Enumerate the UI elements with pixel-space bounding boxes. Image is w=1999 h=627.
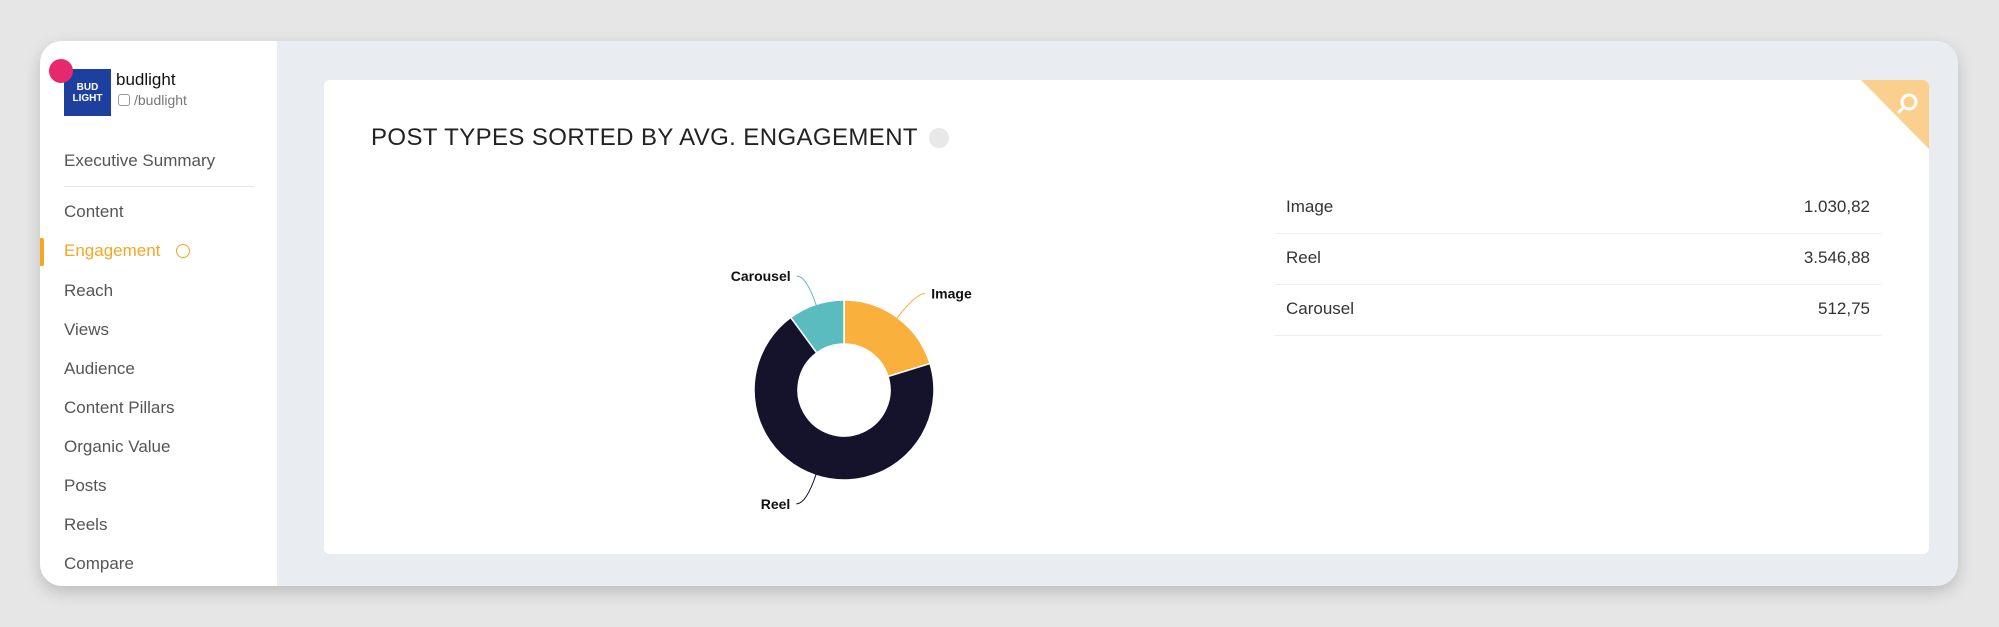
search-icon-handle	[1896, 105, 1906, 115]
sidebar: BUD LIGHT budlight /budlight Executive S…	[40, 41, 277, 586]
table-row: Reel 3.546,88	[1275, 233, 1881, 285]
nav-item[interactable]: Content Pillars	[64, 398, 175, 417]
search-icon	[1900, 93, 1918, 111]
leader-line	[796, 275, 818, 307]
help-icon	[176, 244, 190, 258]
app-window: BUD LIGHT budlight /budlight Executive S…	[40, 41, 1958, 586]
row-value: 512,75	[1818, 299, 1870, 318]
row-label: Image	[1286, 197, 1334, 216]
leader-line	[796, 473, 817, 505]
profile-handle: /budlight	[134, 92, 187, 108]
segment-label: Image	[931, 285, 972, 301]
nav-item[interactable]: Views	[64, 320, 110, 339]
nav-item[interactable]: Audience	[64, 359, 135, 378]
donut-segment	[753, 316, 935, 481]
active-indicator	[40, 238, 44, 266]
logo: BUD LIGHT	[64, 69, 111, 116]
nav-item[interactable]: Posts	[64, 476, 107, 495]
leader-line	[895, 292, 926, 320]
nav-item[interactable]: Content	[64, 202, 124, 221]
instagram-badge	[49, 59, 73, 83]
handle-icon	[118, 94, 130, 106]
nav-item[interactable]: Organic Value	[64, 437, 171, 456]
nav-item[interactable]: Compare	[64, 554, 134, 573]
donut-segment	[843, 299, 931, 378]
segment-label: Carousel	[731, 268, 791, 284]
row-value: 1.030,82	[1803, 197, 1870, 216]
chart-title: POST TYPES SORTED BY AVG. ENGAGEMENT	[371, 124, 918, 151]
nav-item[interactable]: Executive Summary	[64, 151, 216, 170]
nav-item[interactable]: Reels	[64, 515, 108, 534]
nav-item[interactable]: Reach	[64, 281, 114, 300]
donut-segment	[789, 299, 845, 354]
table-row: Image 1.030,82	[1275, 182, 1881, 234]
profile-name: budlight	[116, 70, 176, 89]
segment-label: Reel	[761, 496, 791, 512]
nav-item[interactable]: Engagement	[64, 241, 161, 260]
nav-divider	[64, 186, 254, 187]
info-icon	[929, 128, 949, 148]
logo-text: BUD LIGHT	[72, 81, 103, 104]
table-row: Carousel 512,75	[1275, 284, 1881, 336]
chart-panel: POST TYPES SORTED BY AVG. ENGAGEMENT Ima…	[324, 80, 1929, 554]
search-corner[interactable]	[1861, 80, 1929, 149]
donut-chart: Image Reel Carousel	[731, 80, 1929, 512]
row-label: Reel	[1286, 248, 1321, 267]
row-label: Carousel	[1286, 299, 1355, 318]
row-value: 3.546,88	[1803, 248, 1870, 267]
